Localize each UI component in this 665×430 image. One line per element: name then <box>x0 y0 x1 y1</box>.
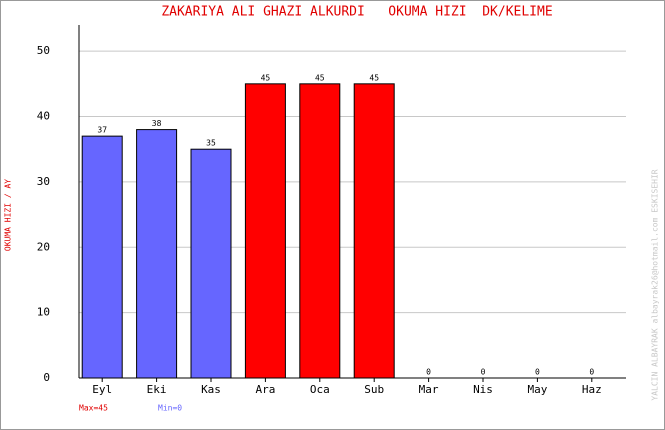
y-tick-label: 40 <box>37 110 50 123</box>
x-tick-label: Oca <box>310 383 330 396</box>
chart-title: ZAKARIYA ALI GHAZI ALKURDI OKUMA HIZI DK… <box>161 5 552 20</box>
y-tick-label: 20 <box>37 240 50 253</box>
bar <box>190 148 232 379</box>
value-label: 45 <box>315 73 325 82</box>
y-tick-label: 30 <box>37 175 50 188</box>
x-tick-label: May <box>527 383 547 396</box>
value-label: 0 <box>426 368 431 377</box>
value-label: 45 <box>261 73 271 82</box>
value-label: 38 <box>152 119 162 128</box>
x-tick-label: Haz <box>582 383 602 396</box>
x-tick-label: Ara <box>255 383 275 396</box>
bar <box>244 83 286 379</box>
max-label: Max=45 <box>79 404 108 413</box>
min-label: Min=0 <box>158 404 182 413</box>
value-label: 0 <box>481 368 486 377</box>
y-tick-label: 0 <box>43 371 50 384</box>
x-tick-label: Kas <box>201 383 221 396</box>
value-label: 45 <box>369 73 379 82</box>
x-tick-label: Eyl <box>92 383 112 396</box>
x-tick-label: Sub <box>364 383 384 396</box>
x-tick-label: Nis <box>473 383 493 396</box>
y-tick-label: 10 <box>37 306 50 319</box>
value-label: 35 <box>206 139 216 148</box>
side-note: YALCIN ALBAYRAK albayrak26@hotmail.com E… <box>651 169 660 400</box>
bar <box>353 83 395 379</box>
y-tick-label: 50 <box>37 44 50 57</box>
bar <box>81 135 123 379</box>
value-label: 0 <box>589 368 594 377</box>
value-label: 37 <box>97 126 107 135</box>
value-label: 0 <box>535 368 540 377</box>
x-tick-label: Mar <box>419 383 439 396</box>
y-axis-label: OKUMA HIZI / AY <box>4 179 13 251</box>
bar <box>299 83 341 379</box>
bar <box>136 129 178 379</box>
x-tick-label: Eki <box>147 383 167 396</box>
